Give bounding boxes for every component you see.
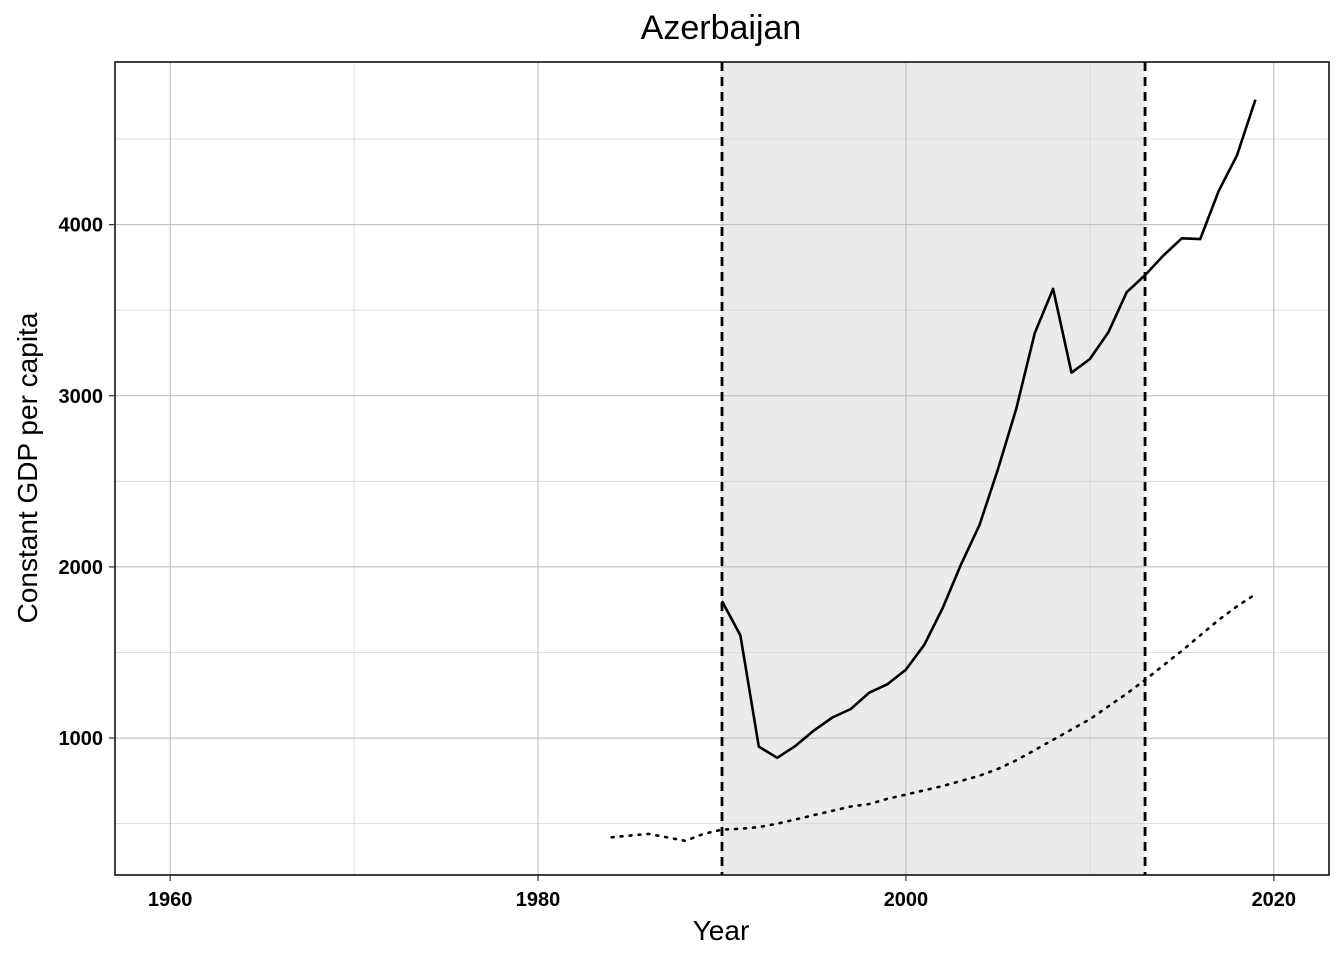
- x-tick-label: 2000: [884, 889, 929, 911]
- y-axis-title: Constant GDP per capita: [12, 312, 43, 623]
- y-tick-label: 3000: [59, 386, 104, 408]
- series-line-solid: [720, 99, 1257, 760]
- shaded-period: [722, 62, 1146, 875]
- x-tick-label: 2020: [1252, 889, 1297, 911]
- y-tick-label: 2000: [59, 557, 104, 579]
- panel-border: [114, 61, 1330, 876]
- x-tick-label: 1980: [516, 889, 561, 911]
- x-axis-title: Year: [693, 915, 750, 946]
- series-group: [610, 99, 1257, 843]
- x-tick-label: 1960: [148, 889, 193, 911]
- y-tick-label: 4000: [59, 215, 104, 237]
- chart-title: Azerbaijan: [641, 9, 802, 47]
- plot-area: [114, 61, 1330, 876]
- y-tick-label: 1000: [59, 728, 104, 750]
- series-line-dotted: [610, 592, 1257, 843]
- tick-labels: 1960 1980 2000 2020 1000 2000 3000 4000: [59, 215, 1297, 911]
